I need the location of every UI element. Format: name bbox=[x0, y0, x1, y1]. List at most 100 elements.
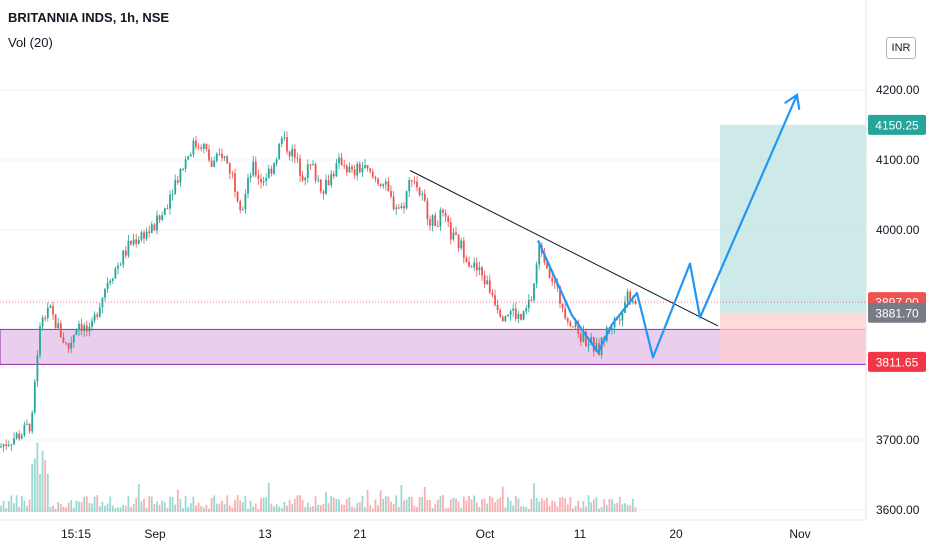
candle-body bbox=[252, 161, 255, 176]
candle-body bbox=[353, 169, 356, 176]
candle-body bbox=[109, 280, 112, 284]
candle-body bbox=[111, 278, 114, 281]
price-axis: 3600.003700.003900.004000.004100.004200.… bbox=[865, 0, 920, 520]
currency-badge[interactable]: INR bbox=[886, 37, 916, 59]
candle-body bbox=[527, 299, 530, 309]
candle-body bbox=[104, 289, 106, 298]
volume-bar bbox=[595, 497, 598, 512]
trendline[interactable] bbox=[409, 170, 719, 327]
volume-bar bbox=[382, 498, 385, 512]
volume-bar bbox=[278, 506, 281, 512]
candle-body bbox=[400, 206, 403, 209]
candle-body bbox=[475, 262, 478, 271]
candle-body bbox=[213, 160, 216, 167]
volume-bar bbox=[504, 507, 507, 512]
volume-bar bbox=[335, 498, 338, 512]
volume-bar bbox=[182, 508, 184, 512]
price-label-text-3: 3811.65 bbox=[876, 355, 919, 369]
volume-bar bbox=[257, 508, 260, 512]
candle-body bbox=[184, 159, 187, 169]
volume-bar bbox=[364, 507, 366, 512]
price-tick-label-4: 4100.00 bbox=[876, 153, 920, 167]
volume-bar bbox=[280, 507, 283, 512]
candle-body bbox=[543, 252, 546, 263]
candle-body bbox=[54, 314, 57, 329]
candle-body bbox=[88, 326, 91, 332]
volume-bar bbox=[314, 496, 317, 512]
candle-body bbox=[286, 137, 288, 152]
volume-bar bbox=[2, 500, 5, 512]
candle-body bbox=[478, 267, 481, 271]
time-tick-label-7: Nov bbox=[789, 527, 810, 541]
candle-body bbox=[535, 264, 538, 284]
volume-bar bbox=[582, 501, 585, 512]
volume-bar bbox=[127, 495, 130, 512]
volume-bar bbox=[117, 507, 119, 512]
volume-bar bbox=[608, 499, 611, 512]
candle-body bbox=[176, 180, 179, 183]
candle-body bbox=[75, 330, 78, 335]
candle-body bbox=[234, 173, 236, 193]
volume-bar bbox=[598, 508, 600, 512]
candle-body bbox=[522, 311, 525, 320]
target-zone[interactable] bbox=[720, 124, 866, 313]
volume-bar bbox=[41, 450, 44, 512]
candle-body bbox=[442, 209, 444, 213]
volume-bar bbox=[351, 506, 353, 512]
candle-body bbox=[18, 433, 21, 439]
volume-bar bbox=[72, 507, 75, 512]
stop-zone[interactable] bbox=[720, 312, 866, 362]
candle-body bbox=[364, 165, 366, 168]
volume-bar bbox=[343, 504, 346, 512]
volume-bar bbox=[70, 500, 73, 512]
candle-body bbox=[509, 310, 512, 315]
candle-body bbox=[577, 321, 580, 334]
volume-bar bbox=[413, 505, 416, 512]
volume-bar bbox=[512, 505, 515, 512]
volume-bar bbox=[483, 498, 486, 512]
volume-bar bbox=[546, 497, 548, 512]
volume-bar bbox=[579, 507, 582, 512]
volume-bar bbox=[247, 508, 249, 512]
volume-bar bbox=[403, 500, 405, 512]
volume-bar bbox=[169, 496, 171, 512]
candle-body bbox=[93, 314, 96, 321]
volume-bar bbox=[377, 505, 379, 512]
volume-bar bbox=[78, 501, 80, 512]
candle-body bbox=[322, 191, 325, 194]
volume-bar bbox=[231, 507, 234, 512]
candle-body bbox=[39, 326, 41, 356]
price-tick-label-0: 3600.00 bbox=[876, 503, 920, 517]
volume-bar bbox=[187, 506, 190, 512]
volume-bar bbox=[57, 502, 60, 512]
volume-bar bbox=[122, 505, 125, 512]
volume-bar bbox=[221, 500, 223, 512]
volume-indicator-label[interactable]: Vol (20) bbox=[8, 35, 53, 50]
volume-bar bbox=[33, 458, 36, 512]
candle-body bbox=[626, 291, 629, 303]
time-axis: 15:15 Sep 13 21 Oct 11 20 Nov bbox=[0, 519, 866, 541]
symbol-title[interactable]: BRITANNIA INDS, 1h, NSE bbox=[8, 10, 170, 25]
projection-path[interactable] bbox=[536, 94, 799, 359]
candle-body bbox=[13, 438, 15, 445]
volume-bar bbox=[15, 495, 18, 512]
volume-bar bbox=[631, 498, 634, 512]
candle-body bbox=[429, 219, 431, 226]
volume-bar bbox=[556, 506, 559, 512]
volume-bar bbox=[208, 508, 210, 512]
volume-bar bbox=[540, 498, 543, 512]
candle-body bbox=[187, 156, 190, 160]
volume-bar bbox=[176, 489, 179, 512]
candle-body bbox=[499, 309, 502, 317]
candle-body bbox=[205, 143, 208, 150]
candle-body bbox=[7, 444, 10, 446]
volume-bar bbox=[244, 495, 247, 512]
volume-bar bbox=[267, 482, 270, 512]
candle-body bbox=[202, 143, 205, 149]
volume-bar bbox=[109, 496, 112, 512]
volume-bar bbox=[564, 498, 567, 512]
volume-bar bbox=[405, 499, 408, 512]
volume-bar bbox=[517, 498, 520, 512]
volume-bar bbox=[327, 503, 330, 512]
